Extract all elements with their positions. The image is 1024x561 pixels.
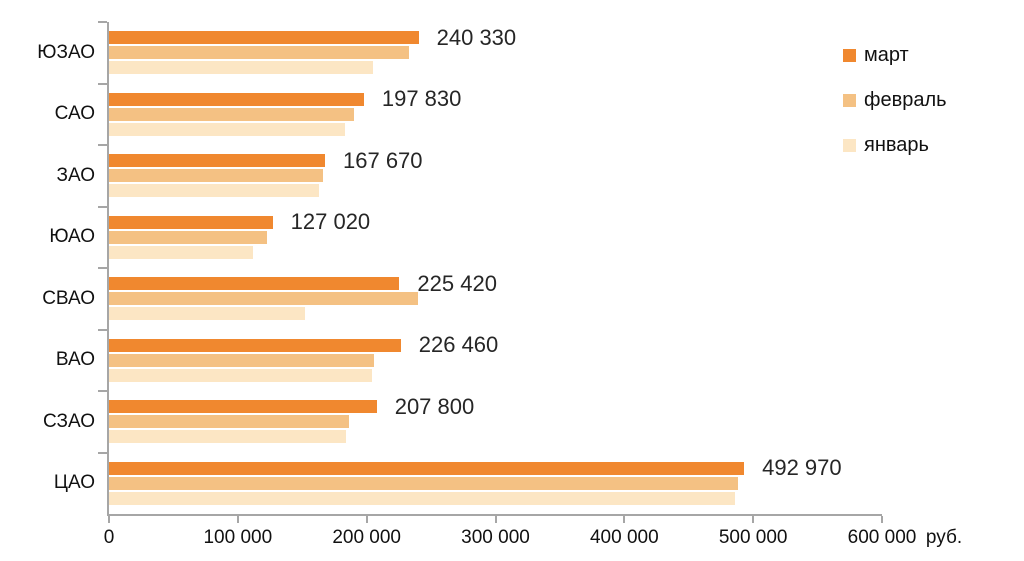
bar-group: 240 330	[109, 22, 882, 84]
category-label: САО	[54, 103, 95, 125]
bar-март: 225 420	[109, 271, 497, 296]
bar-group: 127 020	[109, 207, 882, 269]
plot-area: ЮЗАО 240 330 САО 197 830 ЗАО 167 670 ЮАО 127 02…	[37, 21, 882, 516]
category-row: СВАО 225 420	[42, 267, 882, 330]
bar-февраль	[109, 415, 349, 429]
category-row: ЦАО 492 970	[54, 451, 882, 515]
category-row: САО 197 830	[55, 82, 882, 146]
y-axis-tick	[98, 451, 107, 454]
category-row: СЗАО 207 800	[43, 390, 882, 453]
bar-group: 492 970	[109, 453, 882, 515]
y-axis-tick	[98, 82, 107, 85]
bar-март: 167 670	[109, 148, 423, 173]
bar-январь	[109, 430, 347, 444]
data-label: 240 330	[436, 24, 517, 50]
x-axis-tick	[752, 516, 755, 523]
category-label: СЗАО	[42, 410, 95, 432]
bar-group: 225 420	[109, 268, 882, 330]
y-axis-tick	[98, 328, 107, 331]
y-axis-tick	[98, 144, 107, 146]
x-tick-label: 100 000	[203, 527, 273, 548]
category-row: ЗАО 167 670	[56, 144, 882, 207]
bar-февраль	[109, 107, 354, 121]
category-label: ЮЗАО	[37, 41, 95, 63]
bar-rows: ЮЗАО 240 330 САО 197 830 ЗАО 167 670 ЮАО 127 02…	[37, 21, 882, 515]
bar-февраль	[109, 230, 268, 244]
data-label: 207 800	[394, 393, 475, 419]
bar-group: 207 800	[109, 391, 882, 453]
x-axis-tick	[108, 516, 110, 523]
bar-январь	[109, 491, 736, 505]
x-axis-tick	[623, 516, 626, 523]
category-label: ЗАО	[56, 164, 95, 186]
bar-март: 226 460	[109, 332, 498, 357]
bar-март: 127 020	[109, 209, 370, 234]
bar-март: 492 970	[109, 455, 842, 480]
y-axis-tick	[98, 205, 107, 208]
bar-январь	[109, 245, 254, 259]
data-label: 225 420	[417, 270, 497, 296]
data-label: 167 670	[343, 147, 423, 173]
data-label: 127 020	[290, 209, 371, 235]
bar-февраль	[109, 169, 323, 183]
x-axis-tick	[881, 516, 883, 523]
bar-март: 240 330	[109, 25, 516, 50]
bar-февраль	[109, 46, 410, 60]
y-axis-tick	[98, 21, 107, 23]
bar-февраль	[109, 353, 375, 367]
x-tick-label: 600 000	[847, 527, 917, 548]
category-label: ВАО	[55, 349, 95, 371]
x-tick-label: 0	[103, 527, 115, 548]
legend: март февраль январь	[843, 44, 947, 157]
legend-swatch	[843, 49, 856, 62]
x-axis-unit-label: руб.	[925, 527, 963, 548]
bar-январь	[109, 307, 305, 321]
category-row: ВАО 226 460	[56, 328, 882, 392]
bar-январь	[109, 61, 374, 75]
legend-item-февраль: февраль	[843, 89, 947, 112]
x-tick-label: 400 000	[589, 527, 659, 548]
data-label: 492 970	[762, 455, 842, 481]
x-tick-label: 500 000	[718, 527, 788, 548]
x-tick-label: 300 000	[461, 527, 530, 548]
legend-label: март	[864, 44, 909, 66]
bar-январь	[109, 122, 345, 136]
legend-swatch	[843, 139, 856, 152]
x-tick-label: 200 000	[332, 527, 401, 548]
category-row: ЮАО 127 020	[49, 205, 882, 269]
bar-group: 167 670	[109, 145, 882, 207]
x-axis-tick	[236, 516, 239, 523]
bar-февраль	[109, 292, 419, 306]
legend-label: январь	[864, 134, 929, 156]
legend-swatch	[843, 94, 856, 107]
x-axis: руб. 0 100 000 200 000 300 000 400 000 500 00…	[104, 516, 962, 561]
bar-март: 197 830	[109, 86, 461, 111]
category-label: СВАО	[42, 287, 95, 309]
bar-февраль	[109, 476, 738, 490]
legend-label: февраль	[864, 89, 947, 111]
y-axis-tick	[98, 390, 107, 392]
x-axis-tick	[494, 516, 497, 523]
bar-январь	[109, 368, 372, 382]
category-row: ЮЗАО 240 330	[37, 21, 882, 84]
y-axis-tick	[98, 267, 107, 269]
legend-item-март: март	[843, 44, 947, 67]
data-label: 226 460	[418, 332, 499, 358]
bar-март: 207 800	[109, 394, 474, 419]
x-axis-tick	[365, 516, 368, 523]
legend-item-январь: январь	[843, 134, 947, 157]
category-label: ЮАО	[49, 226, 95, 248]
data-label: 197 830	[381, 86, 462, 112]
bar-group: 226 460	[109, 330, 882, 392]
bar-group: 197 830	[109, 84, 882, 146]
bar-январь	[109, 184, 319, 198]
category-label: ЦАО	[53, 472, 95, 494]
